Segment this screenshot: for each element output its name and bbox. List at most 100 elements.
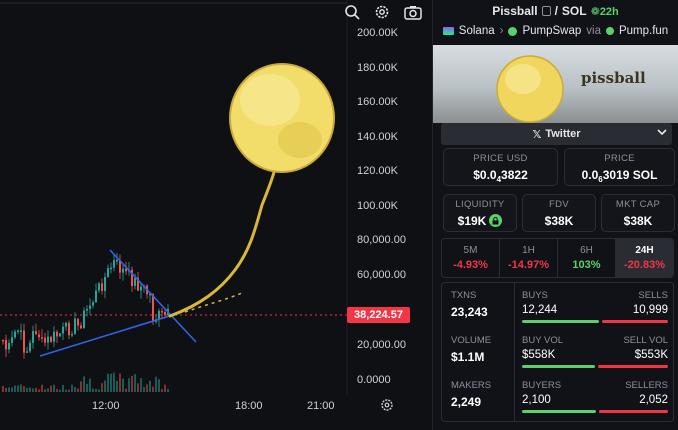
chain-name[interactable]: Solana xyxy=(458,25,495,37)
settings-icon[interactable] xyxy=(374,4,396,24)
volume-bar xyxy=(164,384,166,392)
y-label: 80,000.00 xyxy=(357,234,406,246)
price-sol-digits: 3019 SOL xyxy=(602,167,658,182)
candle-body xyxy=(161,310,163,313)
chart-canvas[interactable] xyxy=(0,0,432,430)
candle-body xyxy=(125,268,127,272)
candle-body xyxy=(23,330,25,353)
buyers-sellers-row: BUYERS SELLERS 2,100 2,052 xyxy=(522,380,668,413)
price-usd-value: $0.043822 xyxy=(473,167,528,184)
volume-bar xyxy=(47,388,49,392)
timeframe-tabs: 5M -4.93% 1H -14.97% 6H 103% 24H -20.83% xyxy=(441,238,674,278)
price-sol-value: 0.063019 SOL xyxy=(581,167,658,184)
candle-body xyxy=(77,318,79,326)
buy-vol-bar-fill xyxy=(522,365,595,368)
candle-body xyxy=(104,276,106,291)
volume-bar xyxy=(8,387,10,392)
sell-vol-label: SELL VOL xyxy=(623,335,668,346)
volume-bar xyxy=(2,385,4,392)
volume-value: $1.1M xyxy=(451,350,485,364)
candle-body xyxy=(110,267,112,270)
liquidity-amount: $19K xyxy=(457,213,487,228)
txns-stat: TXNS 23,243 xyxy=(442,290,512,319)
price-chart[interactable]: 200.00K 180.00K 160.00K 140.00K 120.00K … xyxy=(0,0,432,430)
volume-bar xyxy=(68,389,70,392)
volume-bar xyxy=(146,384,148,392)
volume-bar xyxy=(95,388,97,392)
axis-settings-icon[interactable] xyxy=(380,398,402,418)
volume-bar xyxy=(167,389,169,392)
tab-1h[interactable]: 1H -14.97% xyxy=(500,239,558,277)
sprout-icon: ❁ xyxy=(590,5,600,18)
x-label: 21:00 xyxy=(307,400,335,412)
liquidity-card: LIQUIDITY $19K xyxy=(443,194,517,232)
volume-stat: VOLUME $1.1M xyxy=(442,335,512,364)
volume-bar xyxy=(101,383,103,392)
buys-bar-fill xyxy=(522,320,599,323)
volume-bar xyxy=(98,389,100,392)
candle-body xyxy=(8,342,10,350)
sellers-value: 2,052 xyxy=(639,394,668,406)
volume-bar xyxy=(155,376,157,392)
volume-bar xyxy=(131,375,133,392)
camera-icon[interactable] xyxy=(404,4,426,24)
volume-bar xyxy=(74,387,76,392)
candle-body xyxy=(122,268,124,273)
chain-breadcrumb: Solana › PumpSwap via Pump.fun xyxy=(433,22,678,40)
trendline-resistance[interactable] xyxy=(109,249,197,343)
price-usd-prefix: $0.0 xyxy=(473,167,497,182)
launchpad-name[interactable]: Pump.fun xyxy=(618,25,669,37)
magnet-icon[interactable] xyxy=(344,4,366,24)
volume-bar xyxy=(80,381,82,392)
trade-stats: TXNS 23,243 VOLUME $1.1M MAKERS 2,249 BU… xyxy=(441,282,674,422)
price-usd-label: PRICE USD xyxy=(473,152,528,164)
price-sol-label: PRICE xyxy=(604,152,635,164)
tab-24h[interactable]: 24H -20.83% xyxy=(616,239,673,277)
chevron-down-icon[interactable] xyxy=(656,126,668,141)
candle-body xyxy=(11,337,13,343)
price-sol-prefix: 0.0 xyxy=(581,167,599,182)
candle-body xyxy=(47,336,49,343)
y-label: 200.00K xyxy=(357,27,398,39)
sells-bar-fill xyxy=(602,320,668,323)
candle-body xyxy=(17,330,19,333)
buyers-bar-fill xyxy=(522,410,596,413)
candle-body xyxy=(26,351,28,353)
stream-drawing xyxy=(168,170,276,318)
volume-bar xyxy=(122,378,124,392)
candle-body xyxy=(113,260,115,268)
tab-1h-change: -14.97% xyxy=(508,259,549,271)
fdv-card: FDV $38K xyxy=(522,194,596,232)
volume-bar xyxy=(77,388,79,392)
candle-body xyxy=(29,342,31,352)
price-usd-zero-count: 4 xyxy=(496,174,502,184)
volume-bar xyxy=(29,387,31,392)
twitter-label: Twitter xyxy=(545,128,581,140)
trendline-support[interactable] xyxy=(39,313,177,357)
volume-label: VOLUME xyxy=(451,335,492,346)
candle-body xyxy=(134,277,136,286)
liquidity-value: $19K xyxy=(458,214,503,228)
candle-body xyxy=(44,337,46,343)
candle-body xyxy=(38,334,40,338)
token-header: Pissball / SOL ❁22h xyxy=(433,0,678,22)
volume-bar xyxy=(50,385,52,392)
copy-icon[interactable] xyxy=(541,6,551,16)
pill-icon xyxy=(605,27,614,35)
dex-name[interactable]: PumpSwap xyxy=(522,25,582,37)
tab-6h[interactable]: 6H 103% xyxy=(558,239,616,277)
pair-age: ❁22h xyxy=(591,5,619,18)
twitter-button[interactable]: 𝕏 Twitter xyxy=(441,123,672,145)
candle-body xyxy=(95,290,97,303)
chevron-right-icon: › xyxy=(499,25,504,37)
candle-body xyxy=(86,308,88,311)
candle-body xyxy=(59,333,61,337)
price-sol-zero-count: 6 xyxy=(598,174,603,184)
candle-body xyxy=(116,260,118,262)
makers-value: 2,249 xyxy=(451,395,482,409)
candle-body xyxy=(35,331,37,335)
volume-bar xyxy=(20,384,22,392)
tab-5m[interactable]: 5M -4.93% xyxy=(442,239,500,277)
volume-bar xyxy=(38,389,40,392)
